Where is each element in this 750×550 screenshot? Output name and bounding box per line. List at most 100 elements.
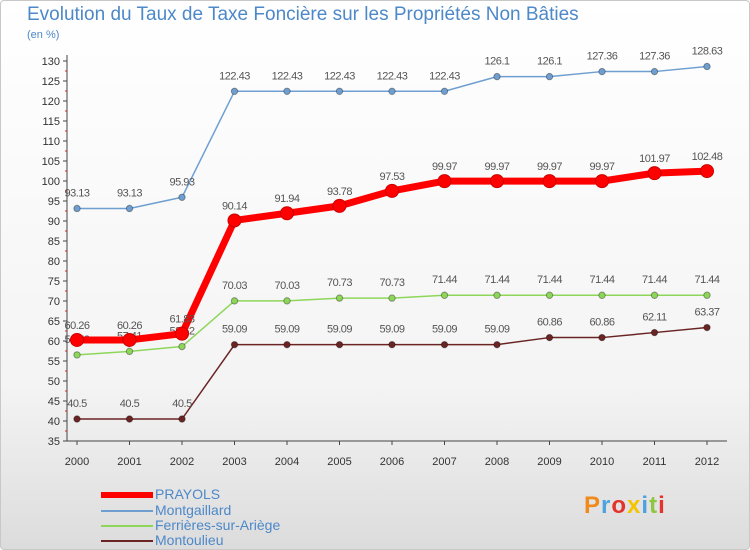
legend-swatch [101,492,153,498]
x-tick-label: 2009 [537,456,561,468]
y-tick-label: 115 [42,116,60,128]
data-label: 101.97 [639,153,670,165]
data-point [388,294,396,302]
y-tick-label: 130 [42,56,60,68]
data-point [650,291,659,299]
data-label: 70.73 [379,277,404,289]
data-point [178,415,186,423]
data-point [178,193,186,201]
data-label: 122.43 [429,70,460,82]
data-label: 126.1 [537,56,562,68]
logo-letter: o [611,492,628,519]
data-label: 71.44 [432,274,457,286]
x-tick-label: 2000 [65,456,89,468]
data-point [440,87,449,95]
data-label: 122.43 [324,70,355,82]
legend-label: Montgaillard [155,502,232,518]
data-point [545,291,554,299]
data-label: 59.09 [274,324,299,336]
data-point [70,332,84,347]
y-tick-label: 125 [42,76,60,88]
x-tick-label: 2003 [222,456,246,468]
data-label: 122.43 [272,70,303,82]
proxiti-logo: Proxiti [584,492,666,520]
logo-letter: t [649,492,659,519]
y-tick-label: 45 [48,396,60,408]
data-point [125,204,134,213]
data-label: 126.1 [484,56,509,68]
data-label: 59.09 [327,324,352,336]
legend-swatch [101,510,153,512]
data-label: 63.37 [694,307,719,319]
data-label: 60.86 [537,317,562,329]
legend-label: Ferrières-sur-Ariège [155,517,281,533]
logo-letter: x [627,492,642,519]
data-label: 122.43 [219,70,250,82]
data-point [595,174,609,189]
data-point [230,297,239,305]
data-label: 71.44 [484,274,509,286]
data-label: 91.94 [274,193,299,205]
data-point [335,87,344,95]
data-point [175,326,189,341]
legend-label: Montoulieu [155,532,224,548]
data-label: 60.26 [117,320,142,332]
y-tick-label: 80 [48,256,60,268]
data-label: 93.13 [117,187,142,199]
data-point [440,340,449,349]
y-tick-label: 50 [48,376,60,388]
data-point [545,72,554,81]
data-label: 70.03 [222,280,247,292]
x-tick-label: 2010 [590,456,614,468]
data-label: 122.43 [377,70,408,82]
y-axis-unit-label: (en %) [27,29,60,41]
legend-swatch [101,525,153,527]
data-label: 102.48 [692,151,723,163]
data-point [542,174,557,189]
y-tick-label: 35 [48,436,60,448]
y-tick-label: 60 [48,336,60,348]
legend-swatch [101,540,153,542]
data-point [230,87,239,95]
data-point [283,87,291,95]
data-label: 99.97 [589,161,614,173]
y-tick-label: 95 [48,196,60,208]
y-tick-label: 120 [42,96,60,108]
data-point [122,332,137,347]
data-label: 62.11 [642,312,667,324]
data-point [703,323,711,332]
data-point [545,333,554,342]
data-point [493,291,501,299]
data-point [598,291,606,299]
data-label: 127.36 [587,51,618,63]
data-point [493,340,501,349]
data-label: 97.53 [379,171,404,183]
data-point [125,415,134,423]
data-label: 70.73 [327,277,352,289]
data-point [332,198,347,213]
data-label: 127.36 [639,51,670,63]
data-label: 71.44 [694,274,719,286]
data-point [650,67,659,76]
y-tick-label: 100 [42,176,60,188]
y-tick-label: 40 [48,416,60,428]
data-point [335,294,344,302]
data-point [440,291,449,299]
data-label: 60.86 [589,317,614,329]
data-point [598,333,606,342]
data-point [650,328,659,337]
logo-letter: i [658,492,666,519]
y-tick-label: 105 [42,156,60,168]
y-tick-label: 90 [48,216,60,228]
data-point [493,72,501,81]
data-label: 71.44 [589,274,614,286]
data-label: 95.93 [169,176,194,188]
data-label: 128.63 [692,45,723,57]
data-point [490,174,504,189]
data-label: 99.97 [484,161,509,173]
data-label: 59.09 [222,324,247,336]
data-point [647,166,662,181]
chart-title: Evolution du Taux de Taxe Foncière sur l… [27,4,579,25]
